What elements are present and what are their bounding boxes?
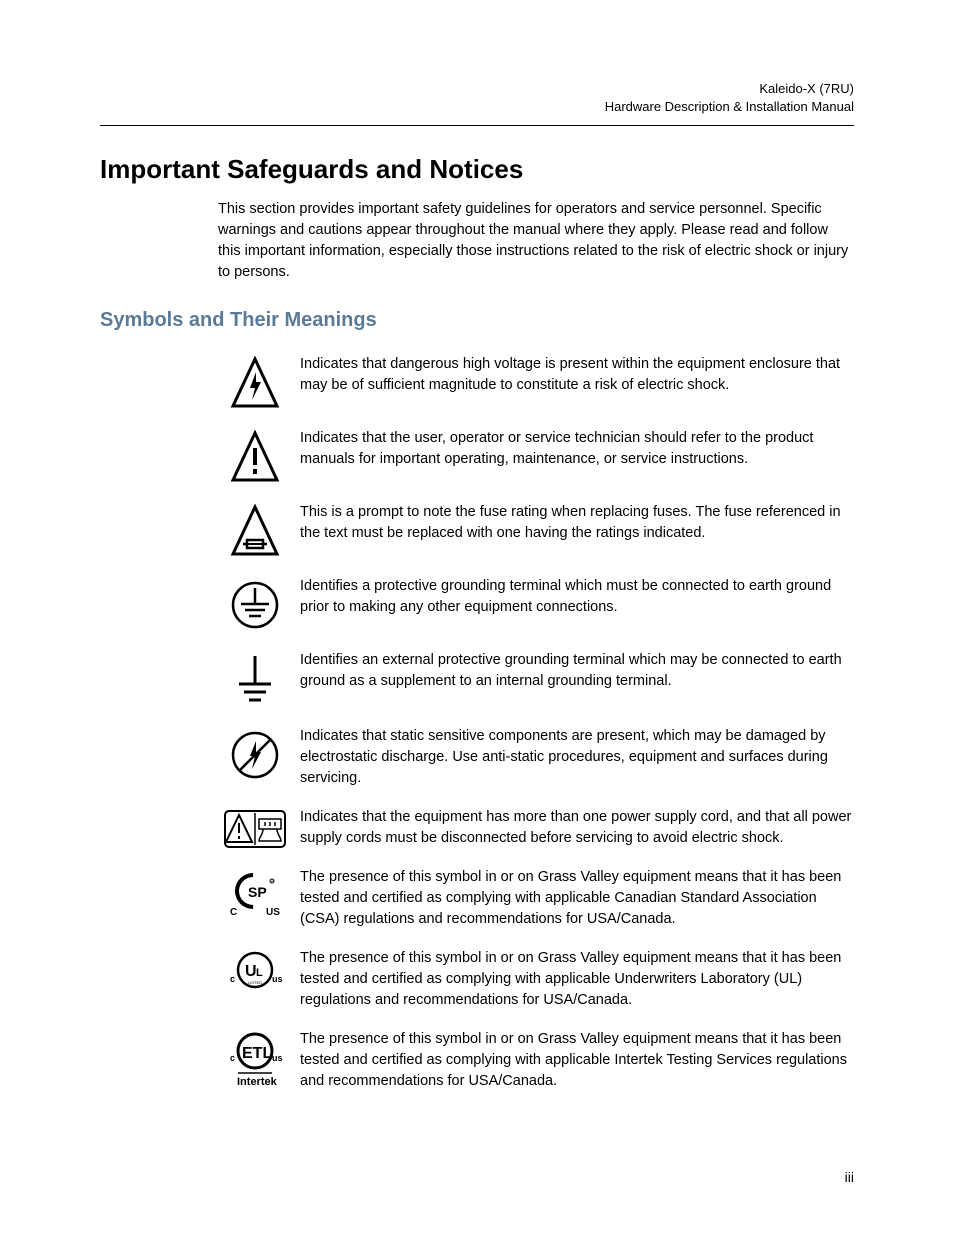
symbol-text: This is a prompt to note the fuse rating… (292, 502, 854, 544)
symbol-text: Identifies a protective grounding termin… (292, 576, 854, 618)
svg-text:L: L (256, 967, 263, 979)
svg-text:US: US (266, 907, 280, 918)
symbol-row: Identifies a protective grounding termin… (218, 576, 854, 632)
section-subtitle: Symbols and Their Meanings (100, 309, 854, 332)
symbol-row: This is a prompt to note the fuse rating… (218, 502, 854, 558)
svg-text:us: us (272, 1053, 283, 1063)
svg-text:c: c (230, 1053, 235, 1063)
symbol-row: U L c us LISTED The presence of this sym… (218, 948, 854, 1011)
high-voltage-icon (218, 354, 292, 410)
symbol-text: Identifies an external protective ground… (292, 650, 854, 692)
symbol-row: Indicates that the equipment has more th… (218, 807, 854, 849)
page-number: iii (845, 1169, 854, 1185)
header-manual: Hardware Description & Installation Manu… (100, 98, 854, 116)
symbol-row: SP R C US The presence of this symbol in… (218, 867, 854, 930)
esd-icon (218, 726, 292, 782)
page-title: Important Safeguards and Notices (100, 154, 854, 185)
svg-text:Intertek: Intertek (237, 1076, 278, 1088)
header-product: Kaleido-X (7RU) (100, 80, 854, 98)
symbol-text: The presence of this symbol in or on Gra… (292, 1029, 854, 1092)
svg-text:us: us (272, 974, 283, 984)
symbol-text: Indicates that dangerous high voltage is… (292, 354, 854, 396)
svg-text:R: R (271, 879, 274, 884)
page: Kaleido-X (7RU) Hardware Description & I… (0, 0, 954, 1170)
symbol-row: Indicates that the user, operator or ser… (218, 428, 854, 484)
symbol-text: The presence of this symbol in or on Gra… (292, 948, 854, 1011)
svg-text:U: U (245, 963, 257, 980)
csa-icon: SP R C US (218, 867, 292, 919)
symbol-text: The presence of this symbol in or on Gra… (292, 867, 854, 930)
symbol-row: Indicates that static sensitive componen… (218, 726, 854, 789)
multi-power-icon (218, 807, 292, 849)
running-header: Kaleido-X (7RU) Hardware Description & I… (100, 80, 854, 115)
fuse-icon (218, 502, 292, 558)
ul-icon: U L c us LISTED (218, 948, 292, 994)
svg-text:LISTED: LISTED (248, 980, 262, 985)
caution-icon (218, 428, 292, 484)
header-rule (100, 125, 854, 126)
intro-paragraph: This section provides important safety g… (218, 199, 854, 283)
symbol-row: Identifies an external protective ground… (218, 650, 854, 708)
ground-external-icon (218, 650, 292, 708)
symbol-text: Indicates that static sensitive componen… (292, 726, 854, 789)
symbol-text: Indicates that the user, operator or ser… (292, 428, 854, 470)
svg-text:C: C (230, 907, 237, 918)
symbol-row: ETL c us Intertek The presence of this s… (218, 1029, 854, 1092)
svg-text:SP: SP (248, 884, 267, 900)
intertek-icon: ETL c us Intertek (218, 1029, 292, 1091)
ground-protective-icon (218, 576, 292, 632)
svg-text:ETL: ETL (242, 1045, 272, 1062)
symbol-row: Indicates that dangerous high voltage is… (218, 354, 854, 410)
symbol-text: Indicates that the equipment has more th… (292, 807, 854, 849)
svg-text:c: c (230, 974, 235, 984)
